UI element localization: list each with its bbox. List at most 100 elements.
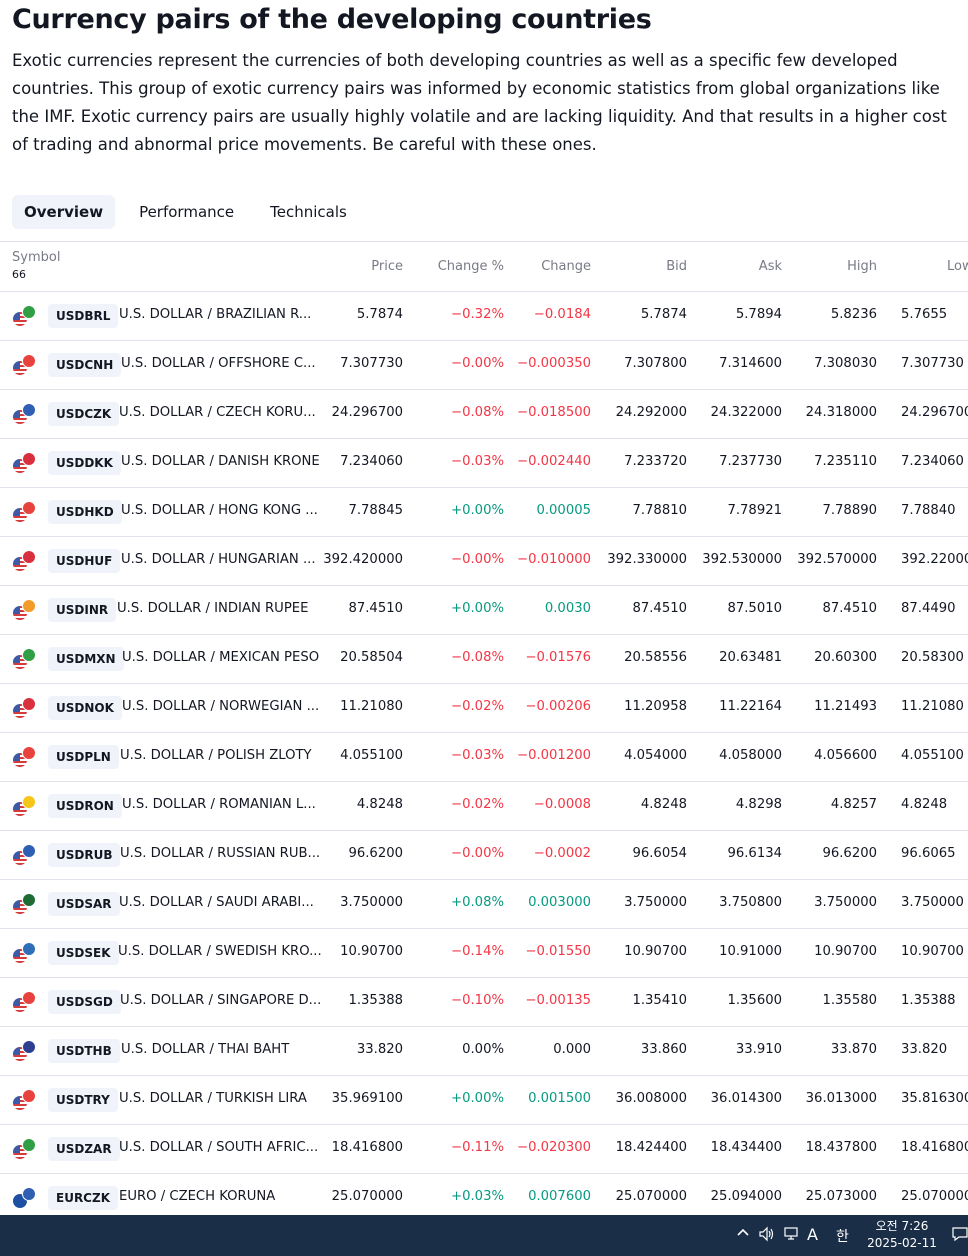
symbol-badge[interactable]: USDMXN [48, 647, 124, 671]
table-row[interactable]: USDTHB U.S. DOLLAR / THAI BAHT 33.820 0.00%… [0, 1027, 968, 1076]
column-header-price[interactable]: Price [371, 259, 403, 274]
symbol-badge[interactable]: EURCZK [48, 1186, 118, 1210]
table-row[interactable]: USDSEK U.S. DOLLAR / SWEDISH KRO... 10.907… [0, 929, 968, 978]
price-cell: 24.296700 [331, 405, 403, 420]
column-header-ask[interactable]: Ask [758, 259, 782, 274]
table-row[interactable]: USDNOK U.S. DOLLAR / NORWEGIAN ... 11.2108… [0, 684, 968, 733]
symbol-badge[interactable]: USDRUB [48, 843, 121, 867]
symbol-badge[interactable]: USDSEK [48, 941, 119, 965]
pair-name[interactable]: U.S. DOLLAR / THAI BAHT [121, 1042, 290, 1057]
symbol-badge[interactable]: USDCNH [48, 353, 122, 377]
low-cell: 18.416800 [901, 1140, 968, 1155]
table-row[interactable]: USDBRL U.S. DOLLAR / BRAZILIAN R... 5.7874… [0, 292, 968, 341]
column-header-low[interactable]: Low [947, 259, 968, 274]
column-header-bid[interactable]: Bid [666, 259, 687, 274]
clock[interactable]: 오전 7:26 2025-02-11 [864, 1218, 940, 1252]
table-row[interactable]: USDCZK U.S. DOLLAR / CZECH KORU... 24.2967… [0, 390, 968, 439]
pair-name[interactable]: U.S. DOLLAR / MEXICAN PESO [122, 650, 320, 665]
currency-table: Symbol 66 Price Change % Change Bid Ask … [0, 241, 968, 1215]
bid-cell: 4.8248 [640, 797, 687, 812]
tab-performance[interactable]: Performance [139, 203, 235, 221]
high-cell: 33.870 [830, 1042, 877, 1057]
pair-name[interactable]: U.S. DOLLAR / ROMANIAN L... [122, 797, 316, 812]
symbol-badge[interactable]: USDNOK [48, 696, 122, 720]
column-header-change[interactable]: Change [541, 259, 591, 274]
change-cell: −0.0002 [533, 846, 591, 861]
table-row[interactable]: USDSAR U.S. DOLLAR / SAUDI ARABI... 3.7500… [0, 880, 968, 929]
table-row[interactable]: USDINR U.S. DOLLAR / INDIAN RUPEE 87.4510 +… [0, 586, 968, 635]
table-row[interactable]: EURCZK EURO / CZECH KORUNA 25.070000 +0.03%… [0, 1174, 968, 1215]
pair-name[interactable]: U.S. DOLLAR / SWEDISH KRO... [118, 944, 322, 959]
pair-name[interactable]: U.S. DOLLAR / HUNGARIAN ... [121, 552, 316, 567]
symbol-badge[interactable]: USDHUF [48, 549, 121, 573]
symbol-badge[interactable]: USDTHB [48, 1039, 120, 1063]
pair-name[interactable]: U.S. DOLLAR / INDIAN RUPEE [117, 601, 309, 616]
change-cell: −0.010000 [517, 552, 591, 567]
pair-name[interactable]: U.S. DOLLAR / CZECH KORU... [119, 405, 316, 420]
price-cell: 4.8248 [356, 797, 403, 812]
high-cell: 4.056600 [814, 748, 877, 763]
table-row[interactable]: USDRON U.S. DOLLAR / ROMANIAN L... 4.8248 −… [0, 782, 968, 831]
column-header-symbol[interactable]: Symbol [12, 250, 61, 265]
ask-cell: 7.78921 [727, 503, 782, 518]
high-cell: 4.8257 [830, 797, 877, 812]
ask-cell: 5.7894 [735, 307, 782, 322]
symbol-badge[interactable]: USDSGD [48, 990, 121, 1014]
change-pct-cell: +0.00% [451, 1091, 504, 1106]
table-row[interactable]: USDCNH U.S. DOLLAR / OFFSHORE C... 7.30773… [0, 341, 968, 390]
speaker-icon[interactable] [758, 1226, 776, 1246]
symbol-badge[interactable]: USDBRL [48, 304, 119, 328]
high-cell: 3.750000 [814, 895, 877, 910]
ask-cell: 20.63481 [719, 650, 782, 665]
table-row[interactable]: USDZAR U.S. DOLLAR / SOUTH AFRIC... 18.416… [0, 1125, 968, 1174]
ime-icon[interactable]: A [807, 1225, 818, 1244]
symbol-badge[interactable]: USDTRY [48, 1088, 118, 1112]
table-row[interactable]: USDHKD U.S. DOLLAR / HONG KONG ... 7.78845… [0, 488, 968, 537]
pair-name[interactable]: U.S. DOLLAR / BRAZILIAN R... [119, 307, 312, 322]
pair-name[interactable]: U.S. DOLLAR / TURKISH LIRA [119, 1091, 307, 1106]
pair-name[interactable]: U.S. DOLLAR / SOUTH AFRIC... [119, 1140, 319, 1155]
table-row[interactable]: USDSGD U.S. DOLLAR / SINGAPORE D... 1.3538… [0, 978, 968, 1027]
table-row[interactable]: USDTRY U.S. DOLLAR / TURKISH LIRA 35.96910… [0, 1076, 968, 1125]
pair-name[interactable]: U.S. DOLLAR / NORWEGIAN ... [122, 699, 320, 714]
pair-name[interactable]: U.S. DOLLAR / OFFSHORE C... [121, 356, 316, 371]
pair-name[interactable]: U.S. DOLLAR / SAUDI ARABI... [119, 895, 314, 910]
symbol-badge[interactable]: USDCZK [48, 402, 120, 426]
symbol-badge[interactable]: USDSAR [48, 892, 120, 916]
table-body: USDBRL U.S. DOLLAR / BRAZILIAN R... 5.7874… [0, 292, 968, 1215]
table-row[interactable]: USDDKK U.S. DOLLAR / DANISH KRONE 7.234060… [0, 439, 968, 488]
network-icon[interactable] [783, 1226, 801, 1246]
korean-ime-icon[interactable]: 한 [836, 1229, 849, 1245]
chevron-up-icon[interactable] [736, 1226, 750, 1244]
symbol-badge[interactable]: USDRON [48, 794, 122, 818]
low-cell: 10.90700 [901, 944, 964, 959]
high-cell: 87.4510 [822, 601, 877, 616]
change-cell: −0.00206 [525, 699, 591, 714]
pair-name[interactable]: U.S. DOLLAR / DANISH KRONE [121, 454, 320, 469]
currency-flag-icon [12, 1187, 38, 1209]
table-row[interactable]: USDMXN U.S. DOLLAR / MEXICAN PESO 20.58504… [0, 635, 968, 684]
pair-name[interactable]: U.S. DOLLAR / POLISH ZLOTY [120, 748, 312, 763]
symbol-badge[interactable]: USDHKD [48, 500, 122, 524]
pair-name[interactable]: U.S. DOLLAR / RUSSIAN RUB... [120, 846, 321, 861]
table-row[interactable]: USDHUF U.S. DOLLAR / HUNGARIAN ... 392.420… [0, 537, 968, 586]
symbol-badge[interactable]: USDZAR [48, 1137, 120, 1161]
column-header-high[interactable]: High [847, 259, 877, 274]
pair-name[interactable]: EURO / CZECH KORUNA [119, 1189, 276, 1204]
pair-name[interactable]: U.S. DOLLAR / HONG KONG ... [121, 503, 318, 518]
change-pct-cell: −0.02% [451, 797, 504, 812]
symbol-badge[interactable]: USDDKK [48, 451, 121, 475]
pair-name[interactable]: U.S. DOLLAR / SINGAPORE D... [120, 993, 322, 1008]
change-pct-cell: −0.14% [451, 944, 504, 959]
tab-technicals[interactable]: Technicals [270, 203, 347, 221]
symbol-badge[interactable]: USDINR [48, 598, 117, 622]
table-row[interactable]: USDRUB U.S. DOLLAR / RUSSIAN RUB... 96.620… [0, 831, 968, 880]
change-pct-cell: −0.03% [451, 454, 504, 469]
column-header-change-pct[interactable]: Change % [437, 259, 504, 274]
currency-flag-icon [12, 893, 38, 915]
notification-icon[interactable] [952, 1226, 968, 1246]
bid-cell: 33.860 [640, 1042, 687, 1057]
tab-overview[interactable]: Overview [12, 195, 116, 229]
symbol-badge[interactable]: USDPLN [48, 745, 119, 769]
table-row[interactable]: USDPLN U.S. DOLLAR / POLISH ZLOTY 4.055100… [0, 733, 968, 782]
